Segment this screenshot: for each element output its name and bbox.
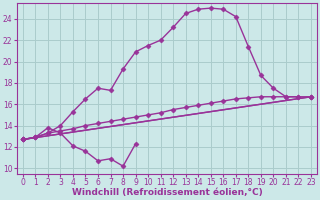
X-axis label: Windchill (Refroidissement éolien,°C): Windchill (Refroidissement éolien,°C) — [72, 188, 262, 197]
